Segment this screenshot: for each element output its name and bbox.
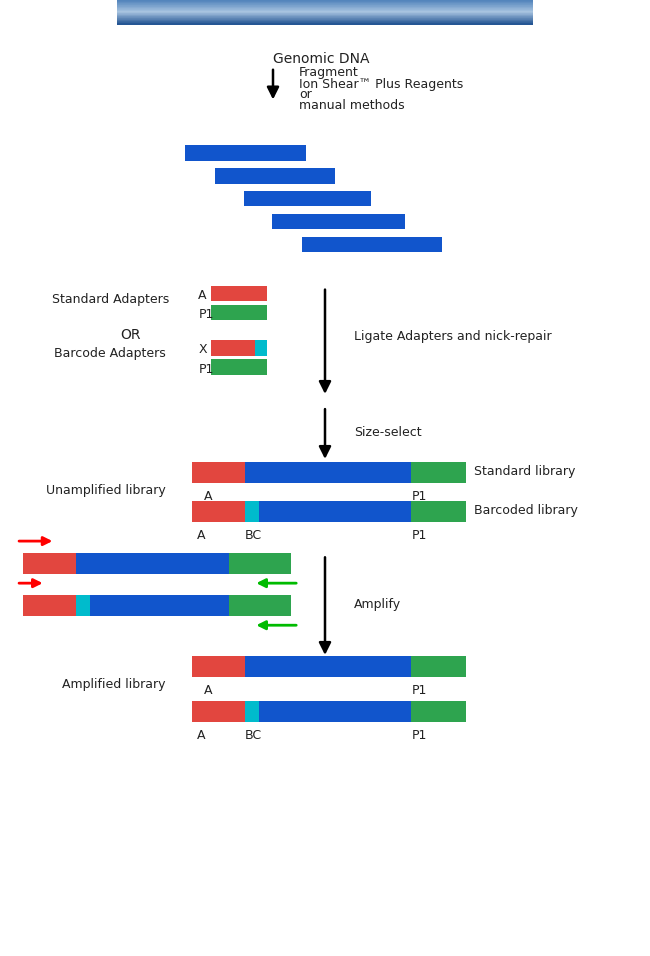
Text: P1: P1 — [411, 684, 427, 697]
Bar — [255, 340, 266, 356]
Text: A: A — [203, 684, 213, 697]
Text: Ion Shear™ Plus Reagents: Ion Shear™ Plus Reagents — [299, 77, 463, 91]
Text: Size-select: Size-select — [354, 425, 422, 439]
Bar — [117, 4, 533, 6]
Text: or: or — [299, 88, 312, 101]
Text: P1: P1 — [411, 728, 427, 742]
Text: Amplify: Amplify — [354, 598, 402, 611]
Bar — [117, 21, 533, 23]
Bar — [90, 595, 229, 616]
Bar — [117, 2, 533, 3]
Bar — [117, 9, 533, 11]
Bar — [117, 14, 533, 16]
Bar — [245, 501, 259, 522]
Bar — [117, 9, 533, 10]
Text: BC: BC — [245, 728, 262, 742]
Bar — [23, 553, 76, 574]
Text: P1: P1 — [411, 529, 427, 542]
Bar — [117, 1, 533, 3]
Bar — [245, 656, 411, 677]
Bar — [23, 595, 76, 616]
Bar — [192, 501, 245, 522]
Text: A: A — [198, 289, 207, 302]
Bar — [229, 553, 291, 574]
Bar — [192, 656, 245, 677]
Bar — [117, 6, 533, 7]
Bar — [211, 286, 266, 301]
Bar — [229, 595, 291, 616]
Bar — [117, 13, 533, 15]
Text: Standard library: Standard library — [474, 465, 576, 478]
Bar — [117, 2, 533, 4]
Bar — [214, 168, 335, 184]
Bar — [244, 191, 370, 206]
Bar — [411, 501, 466, 522]
Bar — [117, 23, 533, 25]
Bar — [272, 214, 405, 229]
Bar — [245, 701, 259, 722]
Bar — [117, 11, 533, 12]
Text: P1: P1 — [198, 362, 214, 376]
Bar — [211, 305, 266, 320]
Bar — [117, 7, 533, 8]
Bar — [117, 0, 533, 1]
Bar — [192, 462, 245, 483]
Bar — [117, 17, 533, 19]
Text: Unamplified library: Unamplified library — [46, 484, 166, 497]
Bar — [411, 701, 466, 722]
Bar — [211, 359, 266, 375]
Bar — [117, 5, 533, 7]
Bar — [117, 0, 533, 2]
Bar — [117, 6, 533, 8]
Bar — [117, 10, 533, 11]
Text: Standard Adapters: Standard Adapters — [52, 293, 169, 306]
Bar — [117, 7, 533, 9]
Text: P1: P1 — [198, 308, 214, 321]
Text: Barcode Adapters: Barcode Adapters — [54, 347, 166, 360]
Bar — [117, 18, 533, 19]
Text: Barcoded library: Barcoded library — [474, 504, 578, 517]
Text: BC: BC — [245, 529, 262, 542]
Bar — [245, 462, 411, 483]
Text: Amplified library: Amplified library — [62, 678, 166, 691]
Bar — [117, 16, 533, 18]
Bar — [411, 462, 466, 483]
Bar — [185, 145, 306, 161]
Bar — [117, 16, 533, 17]
Bar — [117, 12, 533, 14]
Bar — [211, 340, 255, 356]
Text: OR: OR — [120, 328, 141, 341]
Bar — [117, 19, 533, 20]
Bar — [117, 4, 533, 5]
Text: Genomic DNA: Genomic DNA — [273, 53, 369, 66]
Bar — [117, 21, 533, 22]
Bar — [259, 701, 411, 722]
Bar — [76, 553, 229, 574]
Bar — [117, 22, 533, 24]
Bar — [117, 15, 533, 17]
Bar — [411, 656, 466, 677]
Bar — [117, 12, 533, 13]
Text: Fragment: Fragment — [299, 66, 359, 79]
Bar — [117, 14, 533, 15]
Bar — [117, 18, 533, 20]
Text: P1: P1 — [411, 489, 427, 503]
Bar — [117, 11, 533, 13]
Bar — [117, 8, 533, 10]
Text: A: A — [203, 489, 213, 503]
Bar — [302, 237, 442, 252]
Bar — [259, 501, 411, 522]
Text: A: A — [197, 529, 206, 542]
Text: Ligate Adapters and nick-repair: Ligate Adapters and nick-repair — [354, 330, 552, 343]
Text: A: A — [197, 728, 206, 742]
Text: manual methods: manual methods — [299, 98, 404, 112]
Bar — [117, 20, 533, 22]
Bar — [117, 19, 533, 21]
Text: X: X — [198, 343, 207, 357]
Bar — [192, 701, 245, 722]
Bar — [117, 23, 533, 24]
Bar — [76, 595, 90, 616]
Bar — [117, 3, 533, 5]
